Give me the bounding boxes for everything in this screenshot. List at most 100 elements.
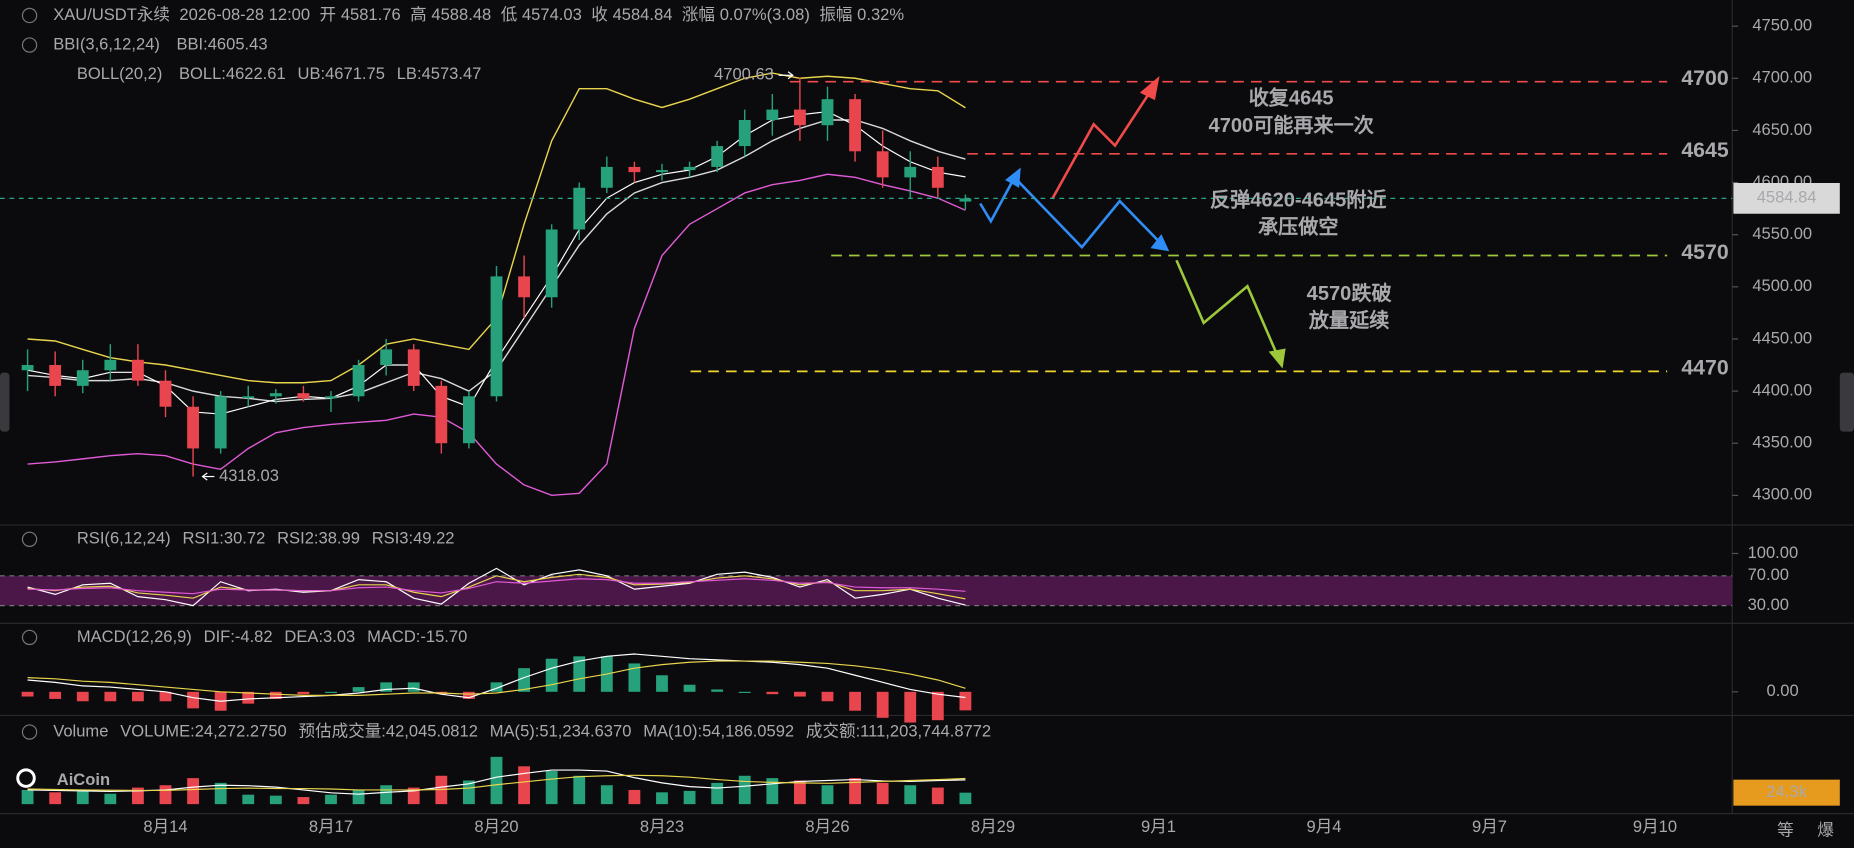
volume-bar	[573, 775, 586, 805]
boll-line	[27, 173, 966, 497]
corner-button[interactable]: 等	[1777, 821, 1794, 840]
volume-bar	[242, 794, 255, 805]
candle-body	[462, 396, 475, 444]
macd-bar	[159, 691, 172, 702]
candle-body	[738, 120, 751, 147]
legend-text: Volume	[53, 721, 108, 740]
legend-text: RSI3:49.22	[372, 529, 455, 548]
rsi-line	[27, 578, 966, 595]
level-label: 4700	[1681, 66, 1728, 90]
x-tick-label: 8月17	[309, 817, 353, 836]
volume-bar	[297, 797, 310, 805]
macd-bar	[738, 691, 751, 693]
volume-bar	[628, 789, 641, 805]
volume-bar	[876, 782, 889, 805]
macd-bar	[49, 691, 62, 699]
arrow-head	[1005, 167, 1021, 188]
macd-bar	[959, 691, 972, 711]
volume-bar	[214, 782, 227, 805]
high-label: 4700.63	[714, 65, 774, 84]
macd-line	[27, 660, 966, 696]
candle-body	[132, 359, 144, 381]
candle-body	[545, 229, 558, 298]
panel-icon	[21, 531, 38, 547]
macd-bar	[325, 691, 337, 693]
macd-bar	[380, 682, 393, 692]
legend-text: 预估成交量:42,045.0812	[299, 721, 478, 740]
legend-text: 振幅	[819, 5, 852, 24]
y-tick-label: 4650.00	[1752, 120, 1812, 139]
macd-bar	[766, 691, 779, 695]
volume-bar	[518, 766, 530, 805]
candle-body	[104, 359, 117, 371]
macd-bar	[21, 691, 34, 697]
macd-bar	[297, 691, 310, 695]
candle-body	[904, 166, 917, 178]
x-tick-label: 9月4	[1307, 817, 1342, 836]
annotation-note: 4700可能再来一次	[1209, 113, 1374, 137]
panel-icon	[21, 724, 38, 740]
low-arrow-head	[201, 472, 208, 481]
level-label: 4570	[1681, 240, 1728, 264]
volume-bar	[269, 795, 282, 805]
macd-bar	[573, 656, 586, 692]
y-tick-label: 30.00	[1748, 595, 1789, 614]
macd-bar	[931, 691, 944, 721]
candle-body	[187, 406, 199, 449]
x-tick-label: 9月7	[1472, 817, 1507, 836]
legend-text: DEA:3.03	[284, 627, 355, 646]
scroll-handle[interactable]	[1839, 372, 1854, 432]
candle-body	[656, 170, 668, 173]
y-tick-label: 4550.00	[1752, 224, 1812, 243]
y-tick-label: 4750.00	[1752, 16, 1812, 35]
candle-body	[600, 166, 613, 188]
macd-bar	[876, 691, 889, 718]
macd-bar	[849, 691, 861, 711]
panel-separators	[0, 0, 1854, 815]
candle-body	[297, 393, 310, 399]
volume-bar	[76, 790, 89, 805]
candle-body	[518, 276, 530, 298]
candle-body	[49, 365, 62, 386]
macd-bar	[904, 691, 917, 723]
macd-bar	[242, 691, 255, 704]
candle-body	[821, 99, 834, 126]
scroll-handle[interactable]	[0, 372, 10, 432]
candle-body	[21, 365, 34, 371]
x-tick-label: 9月10	[1633, 817, 1677, 836]
legend-text: BOLL(20,2)	[77, 64, 163, 83]
macd-bar	[352, 687, 365, 692]
macd-bar	[545, 658, 558, 692]
blue-arrow	[979, 175, 1163, 250]
annotation-note: 放量延续	[1308, 308, 1389, 332]
macd-bar	[187, 691, 199, 709]
panel-icon	[21, 629, 38, 646]
annotation-note: 4570跌破	[1307, 281, 1392, 305]
macd-bar	[269, 691, 282, 699]
volume-bar	[325, 794, 337, 805]
volume-bar	[407, 787, 420, 805]
volume-bar	[132, 787, 144, 805]
y-tick-label: 70.00	[1748, 565, 1789, 584]
volume-ma-line	[27, 774, 966, 792]
macd-bar	[490, 682, 503, 692]
annotation-note: 承压做空	[1258, 215, 1338, 239]
volume-bar	[159, 785, 172, 805]
y-tick-label: 0.00	[1767, 681, 1799, 700]
volume-bar	[187, 778, 199, 805]
panel-icon	[21, 7, 38, 24]
y-tick-label: 4700.00	[1752, 68, 1812, 87]
legend-text: 收	[591, 5, 608, 24]
candle-body	[876, 151, 889, 178]
volume-bar	[931, 787, 944, 805]
legend-text: UB:4671.75	[298, 64, 385, 83]
candle-body	[711, 146, 724, 167]
volume-bar	[849, 778, 861, 805]
legend-text: 2026-08-28 12:00	[179, 5, 310, 24]
y-tick-label: 100.00	[1748, 543, 1799, 562]
x-tick-label: 8月26	[805, 817, 849, 836]
legend-text: 涨幅	[682, 5, 715, 24]
corner-button[interactable]: 爆	[1817, 821, 1834, 840]
macd-bar	[104, 691, 117, 702]
legend-text: 4574.03	[522, 5, 582, 24]
